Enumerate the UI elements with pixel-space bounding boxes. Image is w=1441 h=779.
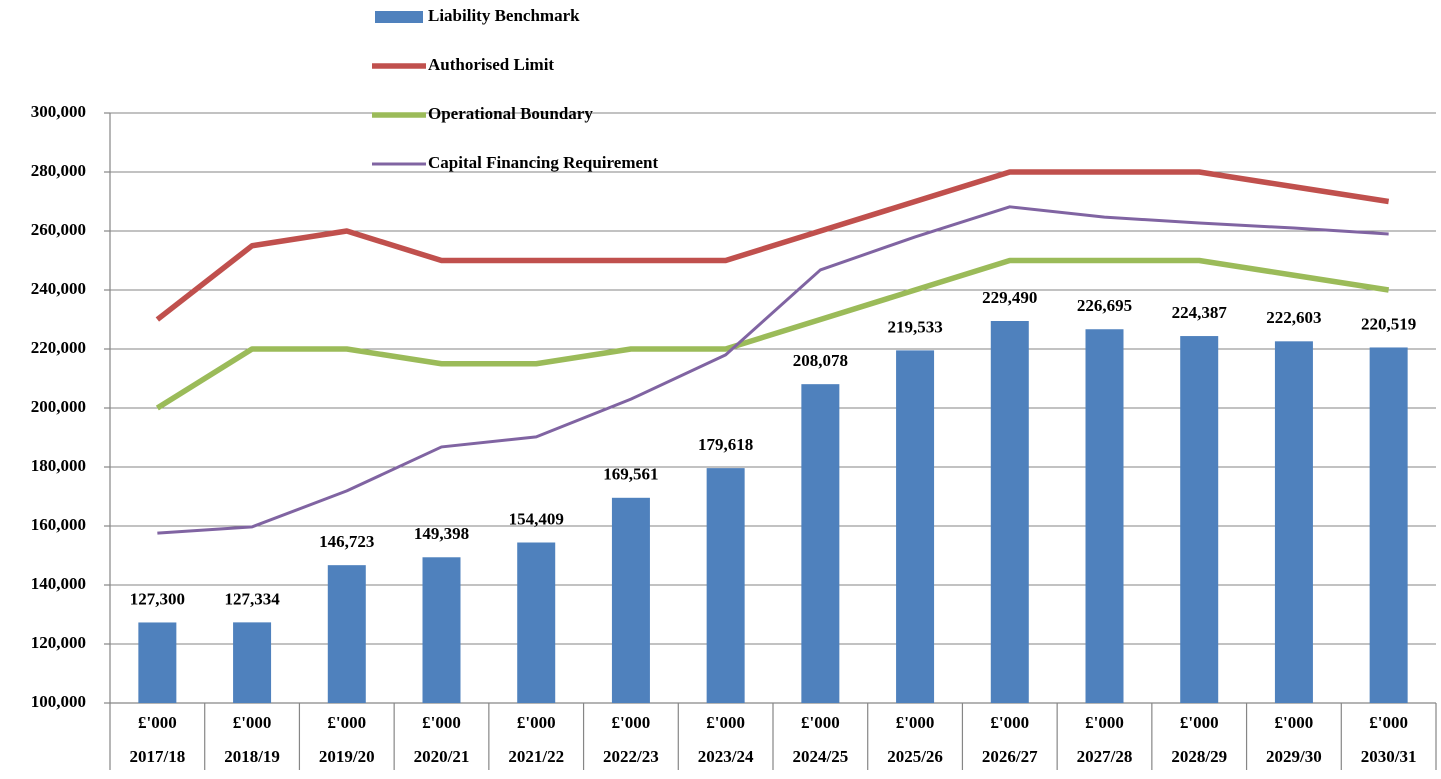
y-tick-label: 280,000 [31,161,86,180]
category-unit-label: £'000 [1369,713,1408,732]
y-tick-label: 260,000 [31,220,86,239]
line-series [155,257,1390,411]
category-unit-label: £'000 [422,713,461,732]
x-tick-label: 2022/23 [603,747,659,766]
y-tick-label: 300,000 [31,102,86,121]
y-tick-label: 100,000 [31,692,86,711]
bar [990,321,1029,703]
data-label: 219,533 [887,317,942,336]
category-unit-label: £'000 [896,713,935,732]
bar [233,622,272,703]
category-unit-label: £'000 [706,713,745,732]
category-unit-label: £'000 [1275,713,1314,732]
x-tick-label: 2023/24 [698,747,754,766]
bar [611,497,650,703]
bar [801,384,840,703]
legend-label: Liability Benchmark [428,6,580,25]
bar [422,557,461,703]
category-unit-label: £'000 [990,713,1029,732]
x-tick-label: 2029/30 [1266,747,1322,766]
line-series [157,205,1389,535]
bar [517,542,556,703]
bar [1085,329,1124,703]
line-series [155,169,1390,322]
data-label: 224,387 [1172,303,1228,322]
category-unit-label: £'000 [1180,713,1219,732]
category-unit-label: £'000 [233,713,272,732]
legend-label: Authorised Limit [428,55,554,74]
category-unit-label: £'000 [801,713,840,732]
bar [896,350,935,703]
y-tick-label: 180,000 [31,456,86,475]
data-label: 229,490 [982,288,1037,307]
category-unit-label: £'000 [517,713,556,732]
x-tick-label: 2024/25 [792,747,848,766]
x-tick-label: 2018/19 [224,747,280,766]
y-tick-label: 220,000 [31,338,86,357]
data-label: 127,300 [130,589,185,608]
x-tick-label: 2028/29 [1171,747,1227,766]
bar [1369,347,1408,703]
data-label: 208,078 [793,351,848,370]
data-label: 220,519 [1361,314,1416,333]
y-tick-label: 240,000 [31,279,86,298]
x-tick-label: 2020/21 [414,747,470,766]
x-tick-label: 2030/31 [1361,747,1417,766]
x-tick-label: 2021/22 [508,747,564,766]
data-label: 146,723 [319,532,374,551]
data-label: 154,409 [509,509,564,528]
category-unit-label: £'000 [612,713,651,732]
data-label: 149,398 [414,524,469,543]
bar [706,468,745,703]
bar [1274,341,1313,703]
x-tick-label: 2027/28 [1077,747,1133,766]
x-tick-label: 2025/26 [887,747,943,766]
category-unit-label: £'000 [327,713,366,732]
legend-swatch [375,11,423,23]
bar [138,622,177,703]
data-label: 179,618 [698,435,753,454]
y-tick-label: 160,000 [31,515,86,534]
category-unit-label: £'000 [138,713,177,732]
data-label: 226,695 [1077,296,1132,315]
y-tick-label: 200,000 [31,397,86,416]
y-tick-label: 120,000 [31,633,86,652]
y-tick-label: 140,000 [31,574,86,593]
legend-label: Capital Financing Requirement [428,153,658,172]
bar [327,565,366,703]
data-label: 169,561 [603,465,658,484]
legend-label: Operational Boundary [428,104,593,123]
x-tick-label: 2017/18 [129,747,185,766]
bar [1180,336,1219,703]
category-unit-label: £'000 [1085,713,1124,732]
data-label: 222,603 [1266,308,1321,327]
x-tick-label: 2026/27 [982,747,1038,766]
data-label: 127,334 [224,589,280,608]
x-tick-label: 2019/20 [319,747,375,766]
